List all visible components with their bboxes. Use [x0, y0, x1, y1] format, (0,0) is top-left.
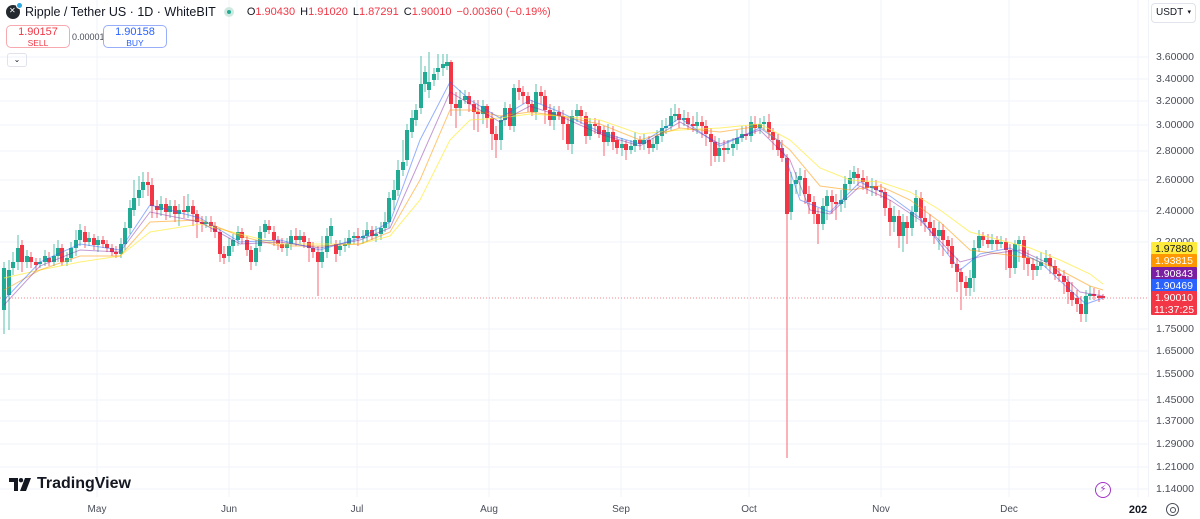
- price-tick-label: 1.21000: [1156, 461, 1194, 473]
- ma-value-label: 1.90469: [1151, 278, 1197, 293]
- low-label: L: [352, 6, 359, 18]
- trade-panel: 1.90157 SELL 0.00001 1.90158 BUY: [6, 25, 167, 48]
- open-value: 1.90430: [255, 6, 296, 18]
- brand-name: TradingView: [37, 475, 131, 492]
- chevron-down-icon: ▾: [1187, 9, 1191, 16]
- xrp-symbol-icon: [6, 2, 23, 19]
- close-value: 1.90010: [411, 6, 452, 18]
- tradingview-logo[interactable]: TradingView: [9, 475, 131, 493]
- buy-button[interactable]: 1.90158 BUY: [103, 25, 167, 48]
- price-plot[interactable]: [0, 0, 1148, 497]
- time-tick-label: Dec: [1000, 504, 1018, 515]
- low-value: 1.87291: [358, 6, 399, 18]
- time-tick-label: 202: [1128, 504, 1148, 516]
- price-tick-label: 1.65000: [1156, 345, 1194, 357]
- price-tick-label: 1.75000: [1156, 323, 1194, 335]
- price-tick-label: 1.55000: [1156, 368, 1194, 380]
- last-price: 1.90010: [1155, 292, 1193, 304]
- price-tick-label: 3.00000: [1156, 119, 1194, 131]
- time-tick-label: Jun: [220, 504, 238, 515]
- sell-label: SELL: [27, 38, 49, 48]
- high-value: 1.91020: [308, 6, 348, 18]
- symbol-legend: Ripple / Tether US · 1D · WhiteBIT O1.90…: [6, 2, 551, 19]
- price-axis[interactable]: 3.60000 3.40000 3.20000 3.00000 2.80000 2.600…: [1148, 0, 1200, 497]
- time-tick-label: Nov: [872, 504, 890, 515]
- price-tick-label: 2.40000: [1156, 205, 1194, 217]
- price-tick-label: 1.14000: [1156, 483, 1194, 495]
- ma-value-label: 1.90843: [1151, 266, 1197, 281]
- close-label: C: [403, 6, 412, 18]
- ma-value-label: 1.93815: [1151, 254, 1197, 269]
- time-tick-label: Aug: [480, 504, 498, 515]
- settings-gear-icon[interactable]: [1166, 503, 1179, 516]
- collapse-legend-button[interactable]: ⌄: [7, 53, 27, 67]
- price-tick-label: 1.29000: [1156, 438, 1194, 450]
- buy-label: BUY: [126, 38, 144, 48]
- moving-averages: [3, 81, 1104, 306]
- open-label: O: [246, 6, 256, 18]
- time-tick-label: Oct: [741, 504, 757, 515]
- chevron-down-icon: ⌄: [13, 55, 21, 64]
- price-tick-label: 2.60000: [1156, 174, 1194, 186]
- high-label: H: [300, 6, 309, 18]
- price-tick-label: 2.80000: [1156, 145, 1194, 157]
- sell-price: 1.90157: [18, 26, 58, 38]
- currency-select[interactable]: USDT ▾: [1151, 3, 1196, 23]
- price-tick-label: 1.45000: [1156, 394, 1194, 406]
- spread-value: 0.00001: [72, 31, 105, 42]
- last-price-label: 1.90010 11:37:25: [1151, 291, 1197, 316]
- time-axis[interactable]: May Jun Jul Aug Sep Oct Nov Dec 202: [0, 497, 1148, 519]
- price-tick-label: 3.20000: [1156, 95, 1194, 107]
- candlesticks: [2, 52, 1105, 458]
- time-tick-label: May: [87, 504, 107, 515]
- lightning-bolt-icon[interactable]: ⚡: [1095, 482, 1111, 498]
- buy-price: 1.90158: [115, 26, 155, 38]
- symbol-title[interactable]: Ripple / Tether US · 1D · WhiteBIT: [25, 5, 216, 19]
- bar-countdown: 11:37:25: [1153, 304, 1195, 316]
- price-tick-label: 3.60000: [1156, 51, 1194, 63]
- market-open-status-icon: [223, 7, 234, 17]
- price-tick-label: 3.40000: [1156, 73, 1194, 85]
- currency-label: USDT: [1156, 7, 1184, 18]
- time-tick-label: Jul: [350, 504, 364, 515]
- sell-button[interactable]: 1.90157 SELL: [6, 25, 70, 48]
- tradingview-logo-icon: [9, 477, 31, 491]
- ma-value-label: 1.97880: [1151, 242, 1197, 256]
- price-tick-label: 1.37000: [1156, 415, 1194, 427]
- time-tick-label: Sep: [612, 504, 630, 515]
- change-value: −0.00360 (−0.19%): [456, 6, 551, 18]
